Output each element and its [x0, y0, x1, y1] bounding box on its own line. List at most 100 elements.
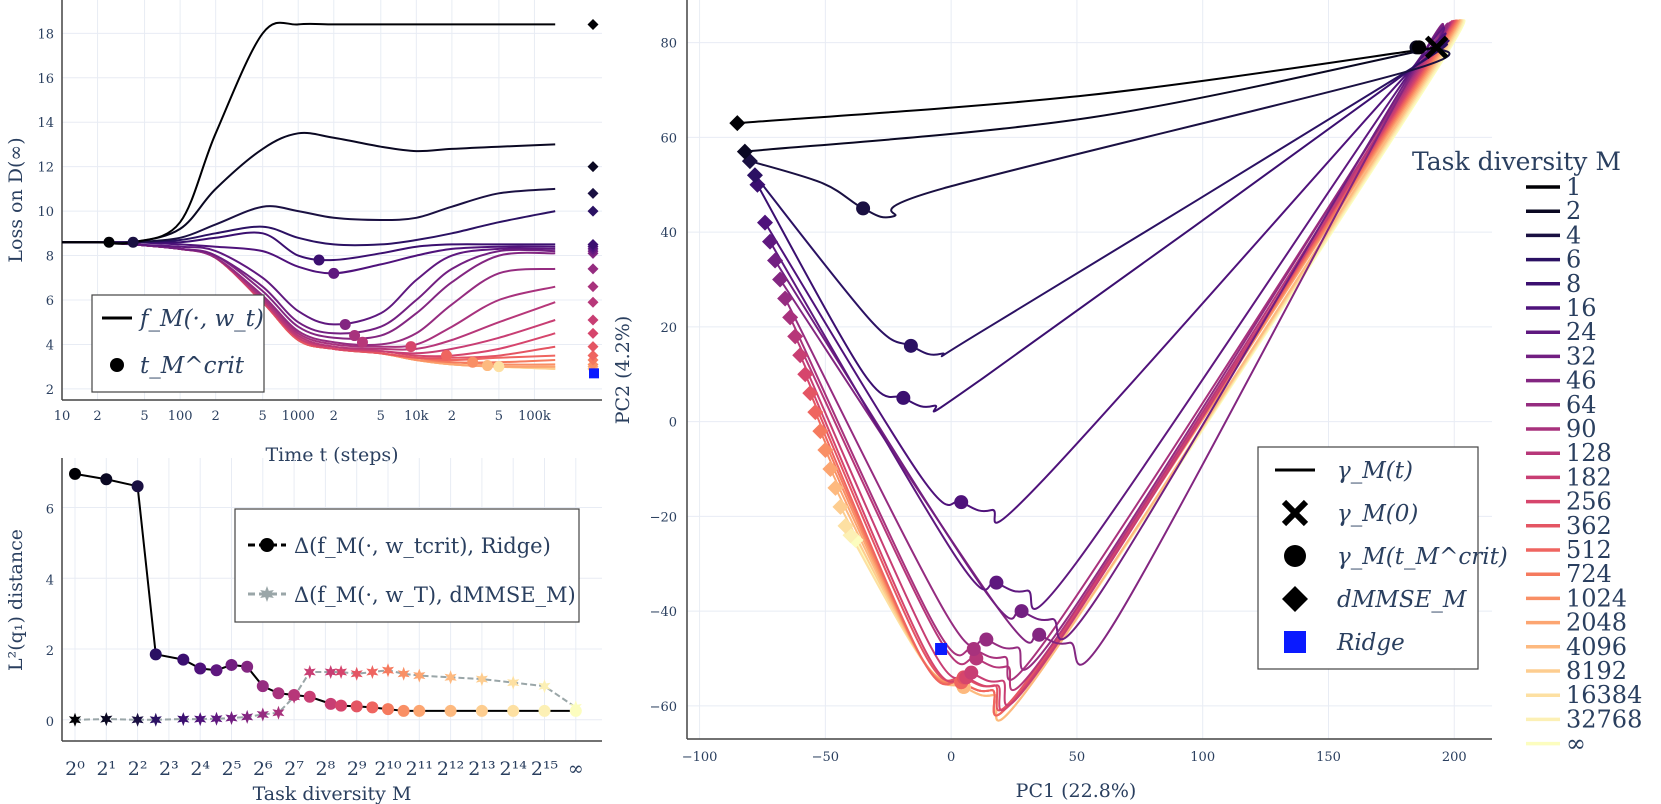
- pca-dmmse-marker-M-32: [767, 252, 784, 269]
- distance-dmmse-point: [177, 712, 190, 727]
- pca-dmmse-marker-M-362: [802, 385, 819, 402]
- distance-ridge-point: [444, 704, 457, 717]
- pca-trajectories: [737, 19, 1466, 722]
- task-diversity-label-32: 32: [1566, 342, 1597, 370]
- loss-x-tick-label: 1000: [282, 409, 315, 424]
- loss-crit-marker: [481, 360, 493, 372]
- task-diversity-label-8: 8: [1566, 270, 1581, 298]
- pca-legend-label: γ_M(0): [1337, 501, 1418, 527]
- loss-y-tick-label: 18: [37, 27, 54, 42]
- pca-markers: [729, 35, 1449, 694]
- loss-ridge-marker: [589, 368, 599, 379]
- pca-crit-marker-M-182: [964, 665, 979, 680]
- task-diversity-label-8192: 8192: [1566, 657, 1627, 685]
- distance-dmmse-point: [256, 707, 269, 722]
- distance-x-tick-label: 2⁴: [190, 758, 210, 780]
- distance-x-tick-label: 2³: [159, 758, 179, 780]
- pca-y-tick-label: 40: [660, 226, 677, 241]
- pca-dmmse-marker-M-64: [777, 290, 794, 307]
- loss-x-tick-label: 10k: [404, 409, 429, 424]
- pca-crit-marker-M-6: [903, 338, 918, 353]
- distance-x-tick-label: 2¹: [96, 758, 116, 780]
- distance-x-tick-label: 2⁵: [222, 758, 242, 780]
- pca-dmmse-marker-M-182: [792, 347, 809, 364]
- pca-legend-x-swatch: [1281, 499, 1309, 527]
- task-diversity-label-∞: ∞: [1566, 730, 1586, 758]
- loss-x-tick-label: 2: [330, 409, 338, 424]
- distance-ridge-point: [177, 653, 190, 666]
- task-diversity-label-182: 182: [1566, 463, 1612, 491]
- distance-dmmse-point: [303, 665, 316, 679]
- distance-dmmse-point: [475, 672, 488, 687]
- distance-x-tick-label: 2⁶: [253, 758, 273, 780]
- distance-ridge-point: [382, 703, 394, 716]
- distance-ridge-point: [324, 697, 337, 710]
- distance-dmmse-point: [569, 700, 582, 715]
- pca-x-tick-label: −50: [812, 750, 839, 765]
- distance-y-tick-label: 0: [46, 715, 54, 730]
- pca-y-tick-label: −40: [650, 605, 677, 620]
- distance-dmmse-point: [131, 712, 144, 727]
- distance-ridge-point: [256, 680, 269, 693]
- distance-dmmse-point: [366, 665, 379, 679]
- loss-x-tick-label: 5: [259, 409, 267, 424]
- task-diversity-label-32768: 32768: [1566, 705, 1642, 733]
- task-diversity-label-4096: 4096: [1566, 633, 1627, 661]
- distance-x-title: Task diversity M: [253, 783, 412, 804]
- distance-x-ticks: 2⁰ 2¹ 2² 2³ 2⁴ 2⁵ 2⁶ 2⁷ 2⁸ 2⁹ 2¹⁰ 2¹¹ 2¹² 2¹³ 2¹⁴ 2¹⁵ ∞: [65, 758, 584, 780]
- pca-trajectory-M-24: [769, 26, 1446, 610]
- distance-ridge-point: [303, 690, 316, 703]
- loss-y-title: Loss on D(∞): [5, 137, 27, 262]
- task-diversity-label-24: 24: [1566, 318, 1597, 346]
- pca-trajectory-M-128: [794, 21, 1452, 692]
- loss-dmmse-marker-M-362: [587, 341, 599, 353]
- task-diversity-label-46: 46: [1566, 367, 1597, 395]
- loss-dmmse-marker-M-6: [587, 205, 599, 217]
- loss-x-title: Time t (steps): [265, 444, 398, 466]
- pca-dmmse-marker-M-8192: [832, 498, 849, 515]
- loss-legend-marker-swatch: [110, 358, 124, 372]
- loss-dmmse-marker-M-182: [587, 314, 599, 326]
- pca-dmmse-marker-M-2048: [822, 460, 839, 477]
- pca-trajectory-M-8: [756, 39, 1450, 413]
- pca-crit-marker-M-24: [989, 575, 1004, 590]
- distance-dmmse-point: [350, 666, 363, 681]
- loss-panel: 10 2 5 100 2 5 1000 2 5 10k 2 5 100k 24681012141618 …: [5, 0, 602, 466]
- distance-x-tick-label: 2¹²: [437, 758, 464, 780]
- distance-ridge-point: [149, 648, 162, 661]
- distance-dmmse-point: [324, 665, 337, 679]
- distance-ridge-point: [397, 704, 410, 717]
- distance-dmmse-point: [381, 663, 395, 678]
- distance-legend-dmmse-label: Δ(f_M(·, w_T), dMMSE_M): [294, 583, 576, 607]
- distance-legend-dmmse-marker: [260, 586, 274, 602]
- pca-legend-label: γ_M(t): [1337, 458, 1413, 484]
- pca-trajectory-M-64: [784, 22, 1449, 671]
- pca-gridlines: [687, 0, 1492, 739]
- distance-ridge-point: [100, 473, 113, 486]
- loss-x-tick-label: 100: [168, 409, 193, 424]
- distance-ridge-point: [413, 704, 426, 717]
- distance-x-tick-label: 2⁰: [65, 758, 85, 780]
- loss-crit-marker: [356, 336, 368, 348]
- pca-dmmse-marker-M-724: [812, 423, 829, 440]
- loss-dmmse-marker-M-4: [587, 187, 599, 199]
- loss-x-tick-label: 2: [212, 409, 220, 424]
- pca-ridge-marker: [935, 642, 948, 655]
- task-diversity-label-128: 128: [1566, 439, 1612, 467]
- pca-dmmse-marker-M-1: [729, 115, 746, 132]
- pca-dmmse-marker-M-2: [736, 143, 753, 160]
- distance-ridge-point: [507, 704, 520, 717]
- pca-crit-marker-M-1: [1412, 40, 1427, 55]
- task-diversity-label-16384: 16384: [1566, 681, 1642, 709]
- loss-dmmse-marker-M-64: [587, 263, 599, 275]
- loss-legend: f_M(·, w_t) t_M^crit: [91, 294, 265, 393]
- pca-dmmse-marker-M-512: [807, 404, 824, 421]
- loss-crit-marker: [328, 267, 340, 279]
- distance-x-tick-label: 2⁸: [316, 758, 336, 780]
- task-diversity-label-4: 4: [1566, 221, 1581, 249]
- distance-dmmse-point: [194, 712, 207, 727]
- pca-start-marker: [1424, 35, 1449, 60]
- distance-dmmse-point: [100, 712, 113, 727]
- distance-y-tick-label: 2: [46, 644, 54, 659]
